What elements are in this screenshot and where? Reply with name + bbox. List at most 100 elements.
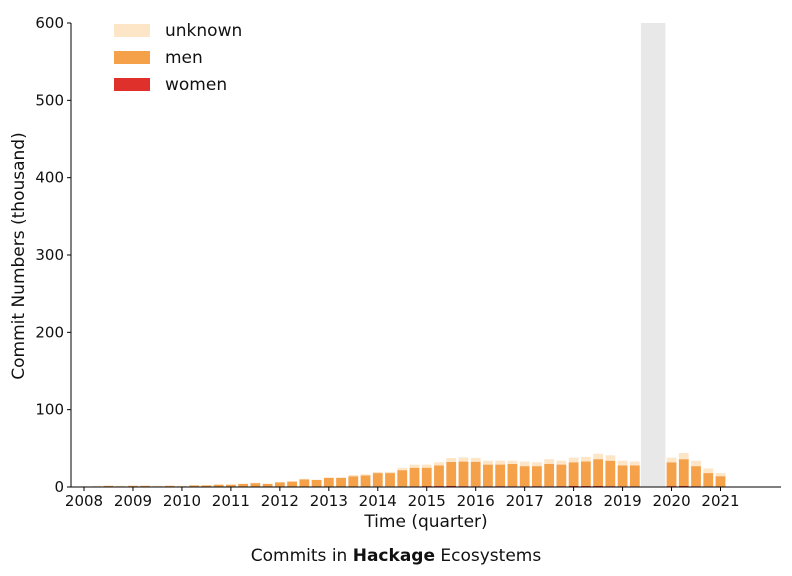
bar-men-2016Q3 bbox=[495, 464, 506, 487]
bar-unknown-2017Q3 bbox=[544, 459, 555, 464]
y-tick-label: 400 bbox=[35, 169, 64, 187]
bar-men-2018Q2 bbox=[580, 461, 591, 486]
bar-men-2015Q1 bbox=[421, 467, 432, 487]
x-tick-label: 2010 bbox=[163, 492, 201, 510]
bar-men-2017Q3 bbox=[544, 463, 555, 487]
bar-men-2012Q1 bbox=[274, 482, 285, 487]
bar-men-2020Q4 bbox=[703, 473, 714, 487]
bar-men-2009Q4 bbox=[164, 485, 175, 487]
bar-unknown-2020Q1 bbox=[666, 457, 677, 463]
bar-men-2008Q3 bbox=[103, 485, 114, 487]
bar-men-2013Q2 bbox=[336, 477, 346, 487]
x-axis-label: Time (quarter) bbox=[363, 512, 487, 532]
y-tick-label: 200 bbox=[35, 323, 64, 341]
figure-caption: Commits in Hackage Ecosystems bbox=[0, 546, 792, 566]
bar-unknown-2020Q2 bbox=[678, 452, 689, 460]
bar-men-2014Q2 bbox=[385, 473, 395, 487]
bar-men-2016Q2 bbox=[483, 464, 493, 487]
bar-men-2011Q1 bbox=[226, 484, 236, 487]
caption-suffix: Ecosystems bbox=[435, 546, 542, 566]
y-tick-label: 300 bbox=[35, 246, 64, 264]
y-ticks: 0 100 200 300 400 500 600 bbox=[35, 14, 71, 496]
bar-women-2018Q1 bbox=[568, 485, 579, 487]
bar-unknown-2020Q3 bbox=[691, 460, 701, 467]
y-tick-label: 600 bbox=[35, 14, 64, 32]
bar-men-2014Q4 bbox=[409, 467, 420, 487]
x-tick-label: 2021 bbox=[701, 492, 739, 510]
bar-men-2020Q3 bbox=[691, 466, 701, 487]
bar-women-2018Q2 bbox=[580, 485, 591, 487]
bar-men-2015Q2 bbox=[434, 465, 444, 487]
bar-men-2018Q1 bbox=[568, 462, 579, 486]
bar-men-2021Q1 bbox=[715, 476, 726, 487]
x-tick-label: 2009 bbox=[114, 492, 152, 510]
bar-unknown-2015Q4 bbox=[458, 457, 469, 462]
bar-men-2017Q4 bbox=[556, 464, 567, 487]
y-tick-label: 0 bbox=[54, 478, 64, 496]
bar-men-2018Q4 bbox=[605, 460, 616, 487]
x-ticks: 2008 2009 2010 2011 2012 2013 2014 2015 2016 2017… bbox=[65, 487, 740, 510]
x-tick-label: 2012 bbox=[261, 492, 299, 510]
bar-men-2009Q2 bbox=[140, 485, 151, 487]
legend-swatch-women bbox=[114, 78, 150, 91]
legend-swatch-men bbox=[114, 51, 150, 64]
bar-men-2010Q4 bbox=[213, 484, 224, 487]
bar-women-2018Q3 bbox=[593, 485, 603, 487]
bar-unknown-2018Q4 bbox=[605, 455, 616, 461]
bars-group bbox=[79, 452, 726, 487]
bar-unknown-2016Q4 bbox=[507, 460, 518, 464]
legend-label-men: men bbox=[165, 48, 203, 68]
bar-unknown-2017Q1 bbox=[519, 461, 530, 467]
bar-men-2012Q4 bbox=[311, 479, 322, 487]
caption-prefix: Commits in bbox=[250, 546, 353, 566]
bar-men-2011Q2 bbox=[238, 483, 249, 487]
bar-men-2020Q2 bbox=[678, 459, 689, 486]
bar-unknown-2019Q1 bbox=[617, 460, 628, 466]
y-tick-label: 500 bbox=[35, 91, 64, 109]
bar-women-2020Q2 bbox=[678, 485, 689, 487]
x-tick-label: 2018 bbox=[555, 492, 593, 510]
x-tick-label: 2014 bbox=[359, 492, 397, 510]
bar-men-2015Q3 bbox=[446, 461, 457, 486]
x-tick-label: 2015 bbox=[408, 492, 446, 510]
x-tick-label: 2016 bbox=[457, 492, 495, 510]
x-tick-label: 2011 bbox=[212, 492, 250, 510]
bar-unknown-2019Q2 bbox=[629, 461, 640, 466]
bar-unknown-2015Q3 bbox=[446, 458, 457, 462]
bar-women-2015Q3 bbox=[446, 485, 457, 487]
bar-unknown-2013Q3 bbox=[348, 475, 359, 477]
bar-men-2016Q4 bbox=[507, 463, 518, 487]
bar-men-2013Q1 bbox=[323, 477, 334, 487]
legend-label-unknown: unknown bbox=[165, 21, 242, 41]
shaded-period bbox=[640, 23, 666, 487]
caption-bold: Hackage bbox=[352, 546, 435, 566]
bar-unknown-2018Q1 bbox=[568, 457, 579, 463]
bar-unknown-2016Q2 bbox=[483, 460, 493, 465]
bar-unknown-2015Q2 bbox=[434, 462, 444, 466]
bar-unknown-2017Q2 bbox=[532, 462, 542, 467]
bar-men-2011Q4 bbox=[262, 483, 273, 487]
x-tick-label: 2008 bbox=[65, 492, 103, 510]
bar-men-2013Q3 bbox=[348, 476, 359, 487]
bar-unknown-2013Q4 bbox=[360, 474, 371, 476]
bar-men-2014Q3 bbox=[397, 470, 408, 487]
legend-label-women: women bbox=[165, 75, 227, 95]
x-tick-label: 2017 bbox=[506, 492, 544, 510]
bar-men-2016Q1 bbox=[470, 461, 481, 487]
bar-unknown-2015Q1 bbox=[421, 464, 432, 468]
bar-unknown-2014Q1 bbox=[372, 471, 383, 474]
bar-men-2014Q1 bbox=[372, 473, 383, 487]
bar-men-2010Q2 bbox=[189, 485, 200, 487]
bar-men-2019Q1 bbox=[617, 465, 628, 487]
bar-men-2011Q3 bbox=[250, 483, 261, 487]
bar-men-2009Q1 bbox=[128, 485, 138, 487]
bar-unknown-2014Q4 bbox=[409, 464, 420, 468]
x-tick-label: 2020 bbox=[652, 492, 690, 510]
bar-unknown-2014Q2 bbox=[385, 471, 395, 474]
bar-men-2015Q4 bbox=[458, 461, 469, 487]
bar-unknown-2016Q1 bbox=[470, 457, 481, 462]
bar-unknown-2021Q1 bbox=[715, 473, 726, 477]
bar-men-2010Q3 bbox=[201, 485, 212, 487]
bar-men-2020Q1 bbox=[666, 462, 677, 487]
